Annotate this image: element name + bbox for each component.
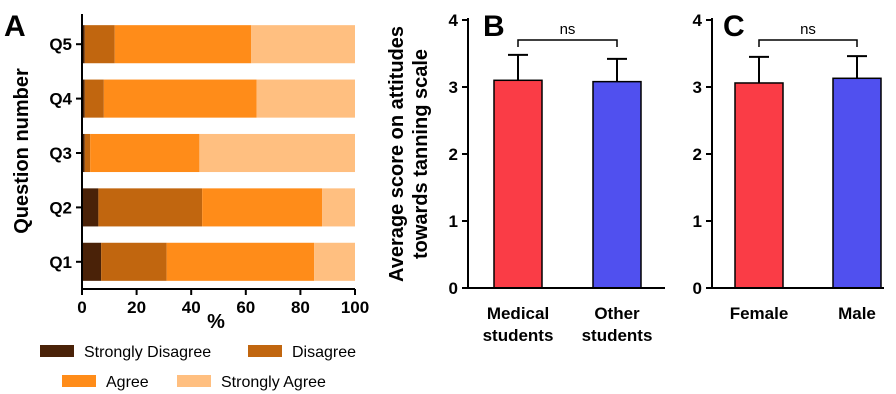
panel-c-category-label-1: Male xyxy=(838,304,876,323)
panel-b-y-label-line1: Average score on attitudes xyxy=(386,26,408,282)
bar-q2-agree xyxy=(202,188,323,227)
legend-swatch-agree xyxy=(62,375,96,387)
bar-q3-agree xyxy=(90,133,200,173)
panel-c-y-tick-label-1: 1 xyxy=(693,212,702,231)
panel-b-category-label-1: Other xyxy=(594,304,640,323)
panel-c-category-label-0: Female xyxy=(730,304,789,323)
panel-c-bar-0 xyxy=(734,82,784,289)
panel-c: C Female Male 0 1 2 3 4 ns xyxy=(693,10,884,323)
bar-q4-agree xyxy=(103,79,257,118)
panel-a: A Q5 Q4 Q3 Q2 Q1 0 20 40 60 80 100 % Question num… xyxy=(4,10,369,391)
panel-c-significance-bracket xyxy=(758,39,858,47)
x-tick-label-60: 60 xyxy=(236,298,255,317)
panel-b: B Average score on attitudes towards tan… xyxy=(386,10,665,345)
bar-q3-disagree xyxy=(84,133,91,173)
bar-q1-disagree xyxy=(101,242,167,281)
panel-c-plot: Female Male 0 1 2 3 4 ns xyxy=(693,11,884,323)
panel-c-y-tick-label-3: 3 xyxy=(693,78,702,97)
bar-q1-agree xyxy=(166,242,315,281)
panel-b-y-tick-label-1: 1 xyxy=(449,212,458,231)
x-tick-label-0: 0 xyxy=(77,298,86,317)
legend-label-strongly-agree: Strongly Agree xyxy=(221,374,326,391)
bar-q5-strongly-agree xyxy=(251,25,355,64)
legend-swatch-strongly-disagree xyxy=(40,345,74,357)
panel-b-y-tick-label-3: 3 xyxy=(449,78,458,97)
panel-c-y-tick-label-4: 4 xyxy=(693,11,703,30)
panel-a-legend: Strongly Disagree Disagree Agree Strongly A… xyxy=(40,344,356,391)
panel-c-letter: C xyxy=(723,10,745,43)
panel-b-plot: Medical students Other students 0 1 2 3 4 ns xyxy=(449,11,665,345)
bar-q2-disagree xyxy=(98,188,203,227)
y-tick-label-q1: Q1 xyxy=(49,253,72,272)
panel-c-bar-1 xyxy=(832,77,882,289)
bar-q4-strongly-agree xyxy=(256,79,355,118)
panel-b-category-label-0: Medical xyxy=(487,304,549,323)
bar-q3-strongly-disagree xyxy=(82,133,85,173)
panel-a-x-ticks: 0 20 40 60 80 100 xyxy=(77,289,369,317)
x-tick-label-40: 40 xyxy=(182,298,201,317)
x-tick-label-80: 80 xyxy=(291,298,310,317)
bar-q2-strongly-disagree xyxy=(82,188,99,227)
panel-b-significance-label: ns xyxy=(560,21,576,38)
x-tick-label-20: 20 xyxy=(127,298,146,317)
panel-a-x-label: % xyxy=(207,311,225,333)
panel-b-letter: B xyxy=(483,10,505,43)
panel-b-bar-1 xyxy=(592,80,642,289)
bar-q4-strongly-disagree xyxy=(82,79,85,118)
bar-q1-strongly-disagree xyxy=(82,242,102,281)
panel-b-bar-0 xyxy=(493,79,543,289)
legend-swatch-strongly-agree xyxy=(177,375,211,387)
bar-q5-disagree xyxy=(84,25,115,64)
bar-q5-strongly-disagree xyxy=(82,25,85,64)
panel-b-category-label-0: students xyxy=(483,326,554,345)
panel-c-y-tick-label-0: 0 xyxy=(693,279,702,298)
panel-a-y-label: Question number xyxy=(11,68,33,234)
y-tick-label-q4: Q4 xyxy=(49,90,72,109)
legend-label-agree: Agree xyxy=(106,374,149,391)
y-tick-label-q5: Q5 xyxy=(49,35,72,54)
panel-b-y-tick-label-4: 4 xyxy=(449,11,459,30)
panel-a-y-ticks: Q5 Q4 Q3 Q2 Q1 xyxy=(49,35,82,272)
bar-q3-strongly-agree xyxy=(199,133,355,173)
panel-a-bars xyxy=(82,25,355,281)
legend-label-disagree: Disagree xyxy=(292,344,356,361)
bar-q2-strongly-agree xyxy=(322,188,355,227)
panel-c-y-tick-label-2: 2 xyxy=(693,145,702,164)
bar-q1-strongly-agree xyxy=(314,242,355,281)
x-tick-label-100: 100 xyxy=(341,298,369,317)
bar-q4-disagree xyxy=(84,79,104,118)
panel-b-y-label-line2: towards tanning scale xyxy=(410,49,432,259)
legend-swatch-disagree xyxy=(248,345,282,357)
legend-label-strongly-disagree: Strongly Disagree xyxy=(84,344,211,361)
panel-b-y-tick-label-2: 2 xyxy=(449,145,458,164)
panel-b-category-label-1: students xyxy=(582,326,653,345)
panel-b-significance-bracket xyxy=(517,39,618,47)
y-tick-label-q3: Q3 xyxy=(49,144,72,163)
bar-q5-agree xyxy=(114,25,252,64)
panel-a-letter: A xyxy=(4,10,26,43)
panel-c-significance-label: ns xyxy=(800,21,816,38)
y-tick-label-q2: Q2 xyxy=(49,198,72,217)
panel-b-y-tick-label-0: 0 xyxy=(449,279,458,298)
